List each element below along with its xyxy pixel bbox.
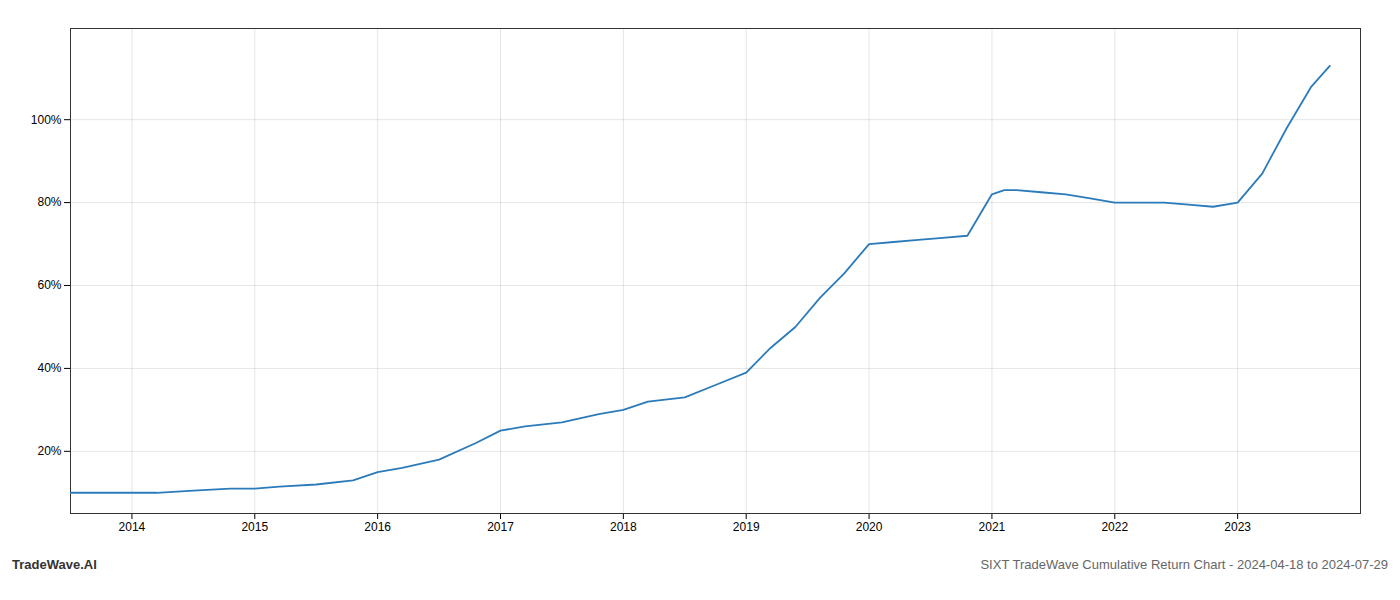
svg-text:100%: 100% — [31, 113, 62, 127]
html-text:SIXT TradeWave Cumulative Retu: SIXT TradeWave Cumulative Return Chart -… — [980, 557, 1388, 572]
html-text:TradeWave.AI: TradeWave.AI — [12, 557, 97, 572]
svg-text:2014: 2014 — [119, 520, 146, 534]
svg-text:2023: 2023 — [1224, 520, 1251, 534]
svg-text:2020: 2020 — [856, 520, 883, 534]
svg-text:80%: 80% — [37, 195, 61, 209]
svg-text:2022: 2022 — [1101, 520, 1128, 534]
svg-text:2016: 2016 — [364, 520, 391, 534]
svg-text:60%: 60% — [37, 278, 61, 292]
svg-text:2015: 2015 — [241, 520, 268, 534]
svg-text:2018: 2018 — [610, 520, 637, 534]
svg-text:2021: 2021 — [979, 520, 1006, 534]
svg-text:2019: 2019 — [733, 520, 760, 534]
svg-text:40%: 40% — [37, 361, 61, 375]
svg-text:20%: 20% — [37, 444, 61, 458]
svg-text:2017: 2017 — [487, 520, 514, 534]
